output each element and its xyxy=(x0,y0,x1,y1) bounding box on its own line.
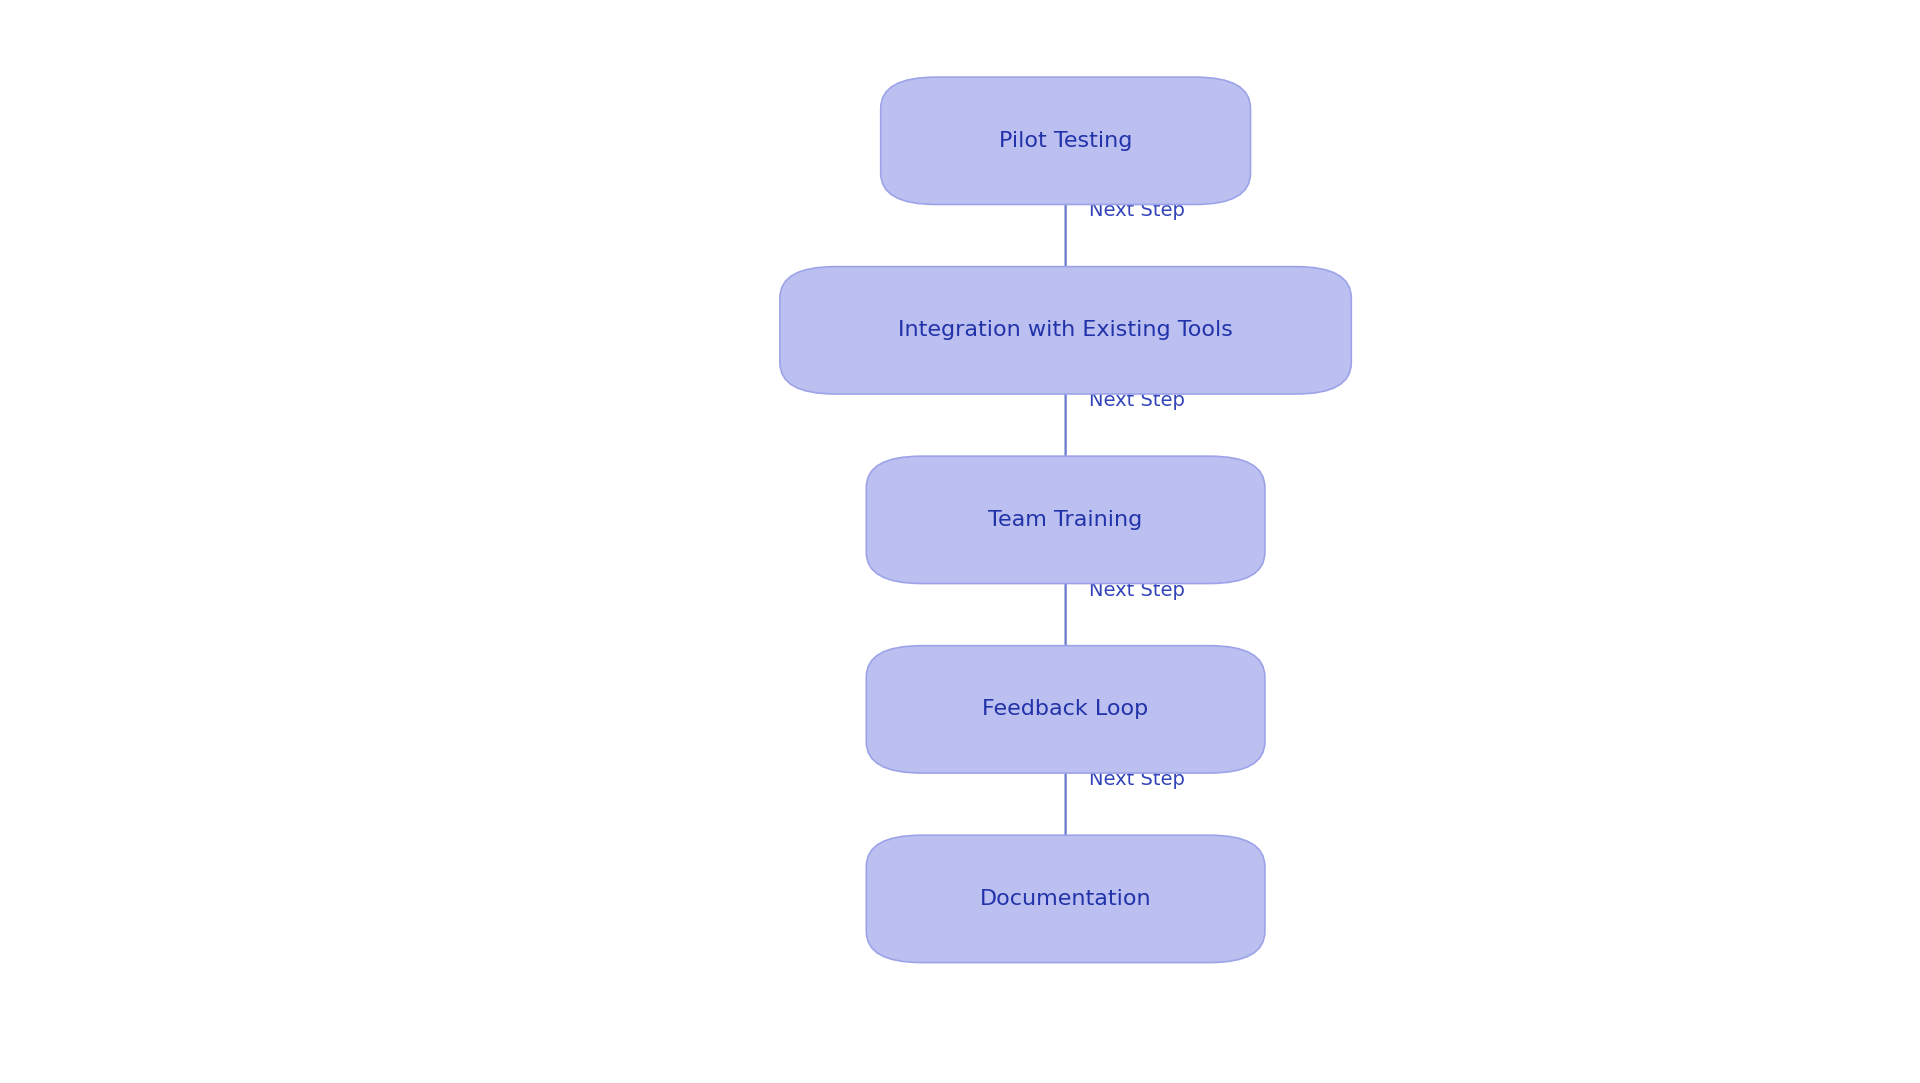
Text: Next Step: Next Step xyxy=(1089,580,1185,600)
Text: Documentation: Documentation xyxy=(979,889,1152,909)
Text: Next Step: Next Step xyxy=(1089,391,1185,410)
Text: Pilot Testing: Pilot Testing xyxy=(998,131,1133,151)
FancyBboxPatch shape xyxy=(866,456,1265,584)
Text: Next Step: Next Step xyxy=(1089,200,1185,220)
Text: Integration with Existing Tools: Integration with Existing Tools xyxy=(899,321,1233,340)
FancyBboxPatch shape xyxy=(866,835,1265,963)
FancyBboxPatch shape xyxy=(881,77,1250,205)
FancyBboxPatch shape xyxy=(866,645,1265,773)
Text: Team Training: Team Training xyxy=(989,510,1142,530)
FancyBboxPatch shape xyxy=(780,266,1352,394)
Text: Next Step: Next Step xyxy=(1089,770,1185,790)
Text: Feedback Loop: Feedback Loop xyxy=(983,700,1148,719)
